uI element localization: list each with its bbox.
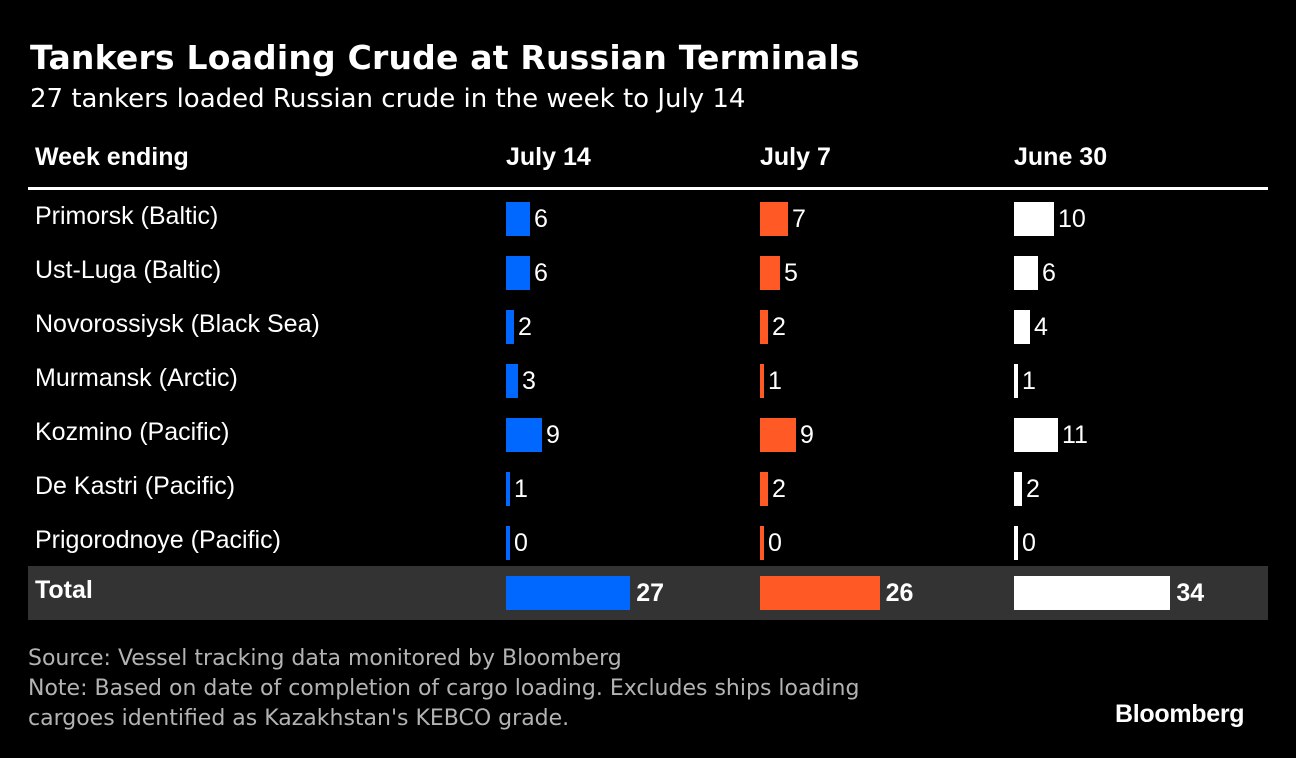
row-label: Primorsk (Baltic)	[35, 202, 219, 230]
row-label: Kozmino (Pacific)	[35, 418, 230, 446]
bar-value-label: 2	[772, 475, 786, 503]
chart-subtitle: 27 tankers loaded Russian crude in the w…	[30, 84, 746, 114]
bar-value-label: 0	[1022, 529, 1036, 557]
bar	[760, 472, 768, 506]
note-line-2: cargoes identified as Kazakhstan's KEBCO…	[28, 706, 570, 731]
source-note: Source: Vessel tracking data monitored b…	[28, 646, 622, 671]
bar	[1014, 526, 1018, 560]
bar-value-label: 9	[546, 421, 560, 449]
column-header-2: June 30	[1014, 143, 1108, 171]
bar-value-label: 1	[514, 475, 528, 503]
row-label: Prigorodnoye (Pacific)	[35, 526, 281, 554]
row-label: Ust-Luga (Baltic)	[35, 256, 222, 284]
row-label: De Kastri (Pacific)	[35, 472, 236, 500]
header-rule	[28, 187, 1268, 190]
bar	[1014, 472, 1022, 506]
bar	[506, 418, 542, 452]
total-label: Total	[35, 576, 93, 604]
bar	[1014, 310, 1030, 344]
bar	[506, 472, 510, 506]
bar-value-label: 11	[1062, 421, 1088, 449]
bar	[760, 202, 788, 236]
total-value-label: 26	[885, 579, 914, 607]
total-bar	[506, 576, 631, 610]
bar-value-label: 6	[534, 259, 548, 287]
bar	[506, 202, 530, 236]
bar-value-label: 5	[784, 259, 798, 287]
bar	[506, 526, 510, 560]
row-header: Week ending	[35, 143, 189, 171]
total-value-label: 34	[1176, 579, 1205, 607]
bar	[760, 256, 780, 290]
bar-value-label: 0	[514, 529, 528, 557]
column-header-1: July 7	[760, 143, 831, 171]
bar-value-label: 6	[534, 205, 548, 233]
note-line-1: Note: Based on date of completion of car…	[28, 676, 860, 701]
bar-value-label: 9	[800, 421, 814, 449]
bar	[1014, 418, 1058, 452]
bar-value-label: 2	[1026, 475, 1040, 503]
chart-title: Tankers Loading Crude at Russian Termina…	[30, 38, 860, 77]
bar	[760, 310, 768, 344]
bar-value-label: 7	[792, 205, 806, 233]
bar-value-label: 4	[1034, 313, 1048, 341]
total-bar	[1014, 576, 1171, 610]
bar	[506, 364, 518, 398]
bar-value-label: 0	[768, 529, 782, 557]
bloomberg-logo: Bloomberg	[1115, 700, 1245, 728]
total-value-label: 27	[636, 579, 664, 607]
row-label: Murmansk (Arctic)	[35, 364, 238, 392]
bar-value-label: 2	[772, 313, 786, 341]
bar-value-label: 3	[522, 367, 536, 395]
bar	[1014, 364, 1018, 398]
row-label: Novorossiysk (Black Sea)	[35, 310, 320, 338]
total-bar	[760, 576, 880, 610]
bar	[1014, 256, 1038, 290]
bar-value-label: 10	[1058, 205, 1086, 233]
bar-value-label: 6	[1042, 259, 1056, 287]
bar	[760, 418, 796, 452]
bar	[760, 364, 764, 398]
bar	[760, 526, 764, 560]
bar	[506, 310, 514, 344]
bar	[1014, 202, 1054, 236]
bar-value-label: 2	[518, 313, 532, 341]
bar-value-label: 1	[1022, 367, 1036, 395]
column-header-0: July 14	[506, 143, 591, 171]
bar	[506, 256, 530, 290]
bar-value-label: 1	[768, 367, 782, 395]
